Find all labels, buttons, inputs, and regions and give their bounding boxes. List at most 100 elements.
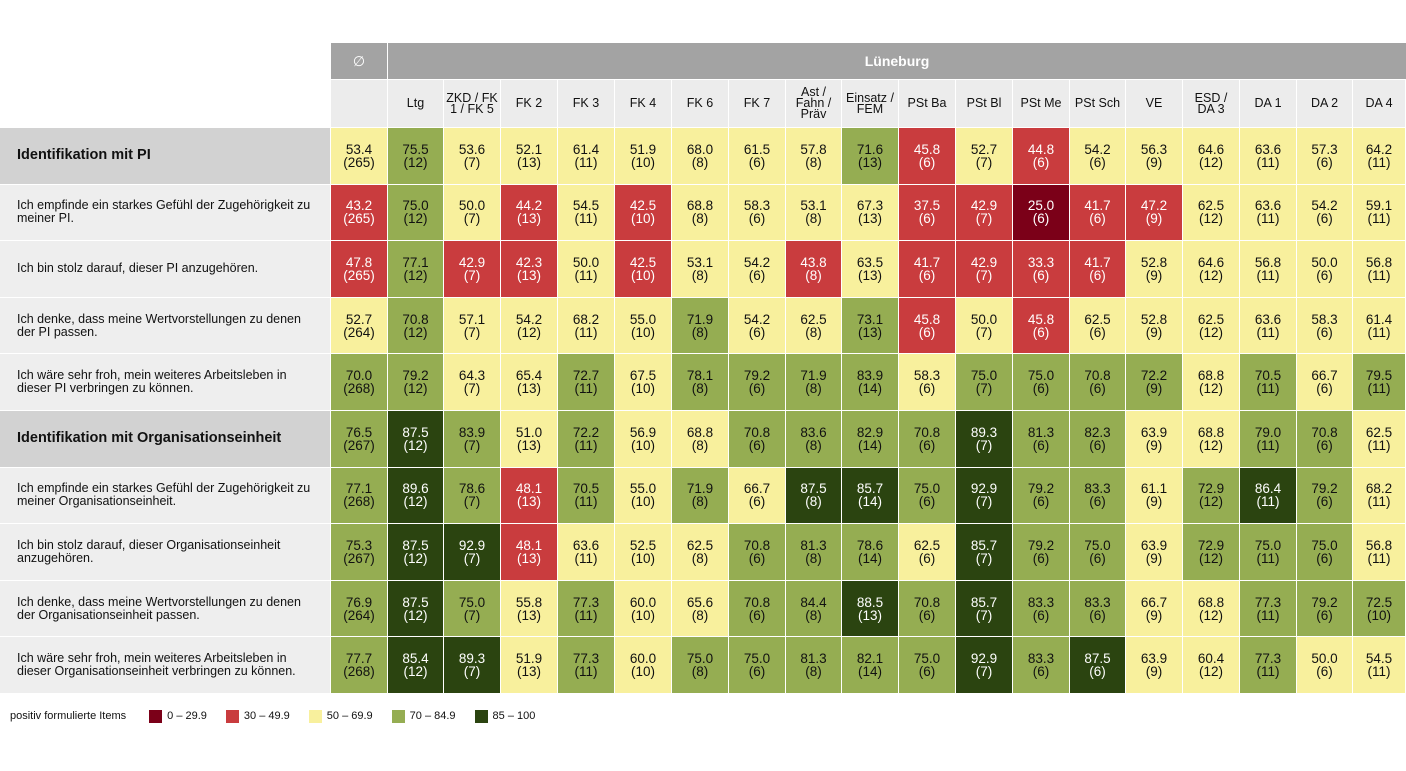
cell-count: (264)	[343, 324, 375, 340]
cell-count: (12)	[403, 664, 428, 680]
cell-count: (265)	[343, 154, 375, 170]
cell-value: 42.5	[629, 254, 657, 270]
cell-value: 83.3	[1084, 594, 1111, 610]
cell-count: (8)	[691, 607, 709, 623]
heatmap-cell: 62.5 (8)	[672, 524, 728, 580]
cell-value: 89.3	[458, 651, 486, 667]
cell-count: (6)	[1032, 494, 1050, 510]
cell-count: (6)	[918, 154, 936, 170]
heatmap-cell: 66.7 (9)	[1126, 580, 1182, 637]
cell-count: (8)	[805, 607, 822, 623]
cell-value: 70.5	[572, 481, 600, 497]
cell-value: 61.1	[1140, 481, 1168, 497]
cell-value: 55.0	[629, 481, 657, 497]
heatmap-cell: 70.5 (11)	[558, 467, 614, 524]
cell-value: 79.2	[1027, 537, 1055, 553]
cell-value: 79.2	[1311, 481, 1338, 497]
section-header: Identifikation mit PI	[0, 128, 330, 184]
cell-value: 70.8	[743, 424, 771, 440]
heatmap-cell: 55.0 (10)	[615, 467, 671, 524]
cell-value: 72.2	[572, 424, 600, 440]
cell-value: 70.8	[402, 311, 429, 327]
cell-value: 89.3	[970, 424, 998, 440]
cell-count: (6)	[1089, 324, 1106, 340]
heatmap-cell: 75.0 (6)	[899, 637, 955, 693]
cell-count: (11)	[1256, 267, 1280, 283]
cell-count: (6)	[748, 211, 766, 227]
cell-count: (11)	[1256, 664, 1280, 680]
row-label: Ich empfinde ein starkes Gefühl der Zuge…	[0, 467, 330, 524]
cell-value: 56.8	[1365, 537, 1393, 553]
cell-value: 86.4	[1254, 481, 1282, 497]
cell-value: 75.0	[970, 368, 998, 384]
avg-column-header: ∅	[331, 43, 387, 79]
heatmap-cell: 57.3 (6)	[1297, 128, 1352, 184]
column-header: Ltg	[388, 80, 443, 127]
heatmap-cell: 81.3 (8)	[786, 637, 841, 693]
cell-value: 70.8	[743, 594, 771, 610]
cell-count: (10)	[630, 550, 655, 566]
cell-value: 70.8	[743, 537, 771, 553]
cell-value: 60.4	[1197, 651, 1225, 667]
cell-count: (6)	[748, 494, 766, 510]
cell-value: 25.0	[1027, 198, 1055, 214]
heatmap-cell: 45.8 (6)	[1013, 297, 1069, 354]
cell-count: (6)	[1089, 494, 1106, 510]
cell-count: (8)	[691, 267, 709, 283]
cell-count: (6)	[1089, 607, 1106, 623]
cell-count: (11)	[574, 154, 598, 170]
heatmap-cell: 58.3 (6)	[1297, 297, 1352, 354]
cell-value: 87.5	[800, 481, 827, 497]
cell-value: 65.6	[686, 594, 714, 610]
cell-value: 42.3	[515, 254, 543, 270]
cell-count: (14)	[857, 437, 882, 453]
cell-count: (6)	[1316, 664, 1333, 680]
cell-count: (9)	[1145, 324, 1163, 340]
heatmap-cell: 88.5 (13)	[842, 580, 898, 637]
cell-value: 56.3	[1140, 141, 1168, 157]
heatmap-cell: 59.1 (11)	[1353, 184, 1405, 241]
cell-value: 50.0	[1311, 254, 1338, 270]
cell-value: 52.8	[1140, 311, 1168, 327]
cell-value: 54.5	[572, 198, 600, 214]
heatmap-cell: 78.6 (14)	[842, 524, 898, 580]
cell-value: 62.5	[800, 311, 827, 327]
cell-count: (10)	[630, 211, 655, 227]
heatmap-cell: 75.0 (12)	[388, 184, 443, 241]
section-header: Identifikation mit Organisationseinheit	[0, 411, 330, 467]
cell-value: 68.0	[686, 141, 714, 157]
legend: positiv formulierte Items 0 – 29.9 30 – …	[10, 708, 554, 724]
heatmap-cell: 71.9 (8)	[786, 354, 841, 410]
cell-count: (12)	[1198, 324, 1223, 340]
cell-value: 75.0	[1254, 537, 1282, 553]
heatmap-cell: 92.9 (7)	[956, 637, 1012, 693]
cell-count: (8)	[805, 664, 822, 680]
cell-value: 77.3	[572, 651, 600, 667]
cell-count: (7)	[463, 267, 481, 283]
cell-value: 82.1	[856, 651, 884, 667]
cell-value: 66.7	[1140, 594, 1168, 610]
cell-value: 42.9	[458, 254, 486, 270]
heatmap-cell: 67.3 (13)	[842, 184, 898, 241]
heatmap-cell: 85.4 (12)	[388, 637, 443, 693]
cell-value: 53.1	[686, 254, 714, 270]
row-label: Ich wäre sehr froh, mein weiteres Arbeit…	[0, 354, 330, 410]
cell-value: 79.2	[1311, 594, 1338, 610]
cell-value: 75.0	[913, 481, 941, 497]
heatmap-cell: 41.7 (6)	[1070, 241, 1125, 297]
cell-count: (6)	[1316, 550, 1333, 566]
heatmap-cell: 50.0 (7)	[956, 297, 1012, 354]
legend-item: 0 – 29.9	[149, 709, 207, 723]
cell-count: (8)	[691, 437, 709, 453]
heatmap-cell: 79.2 (6)	[1013, 467, 1069, 524]
cell-count: (11)	[1367, 381, 1391, 397]
column-header: DA 1	[1240, 80, 1296, 127]
cell-value: 42.9	[970, 198, 998, 214]
cell-count: (7)	[975, 607, 993, 623]
cell-count: (7)	[975, 154, 993, 170]
cell-value: 50.0	[1311, 651, 1338, 667]
cell-value: 62.5	[1084, 311, 1111, 327]
heatmap-cell: 52.1 (13)	[501, 128, 557, 184]
cell-value: 70.8	[913, 424, 941, 440]
cell-count: (14)	[857, 550, 882, 566]
